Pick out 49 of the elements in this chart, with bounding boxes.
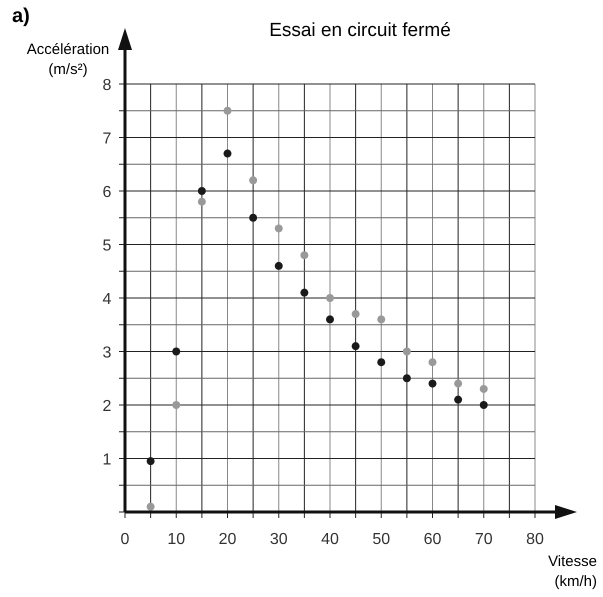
point [454,380,462,388]
point [300,251,308,260]
x-axis-title: Vitesse (km/h) [548,553,597,590]
x-tick-label: 80 [526,531,544,548]
point [428,380,436,388]
point [377,315,386,324]
point [352,310,360,318]
y-tick-label: 4 [102,291,112,308]
point [146,502,155,511]
point [198,198,206,206]
y-tick-label: 2 [102,398,112,415]
x-tick-label: 30 [270,531,288,548]
y-axis-title: Accélération (m/s²) [26,41,110,78]
point [480,384,488,393]
point [224,106,232,115]
point [326,315,334,324]
point [172,348,180,356]
y-tick-label: 1 [102,452,112,468]
point [300,288,308,297]
y-tick-label: 8 [102,77,112,94]
point [224,150,232,158]
x-tick-label: 50 [372,531,390,548]
point [172,401,180,409]
chart-title: Essai en circuit fermé [269,20,451,41]
y-tick-label: 6 [102,184,112,201]
x-tick-label: 0 [120,531,130,548]
x-tick-label: 40 [321,531,339,548]
point [480,401,488,409]
point [249,214,258,222]
x-tick-label: 70 [474,531,493,548]
point [454,396,462,404]
point [352,342,360,350]
point [249,176,258,184]
x-tick-label: 10 [167,531,186,548]
text: a) [12,5,30,27]
point [274,262,283,270]
point [402,348,411,356]
point [198,187,206,195]
point [274,224,283,232]
point [402,374,411,382]
y-tick-label: 3 [102,344,112,362]
point [146,457,155,466]
point [326,294,334,302]
x-tick-label: 60 [424,531,442,548]
y-tick-label: 7 [102,130,112,148]
point [428,358,436,366]
point [377,358,386,366]
x-tick-label: 20 [218,531,236,548]
y-tick-label: 5 [102,238,112,254]
